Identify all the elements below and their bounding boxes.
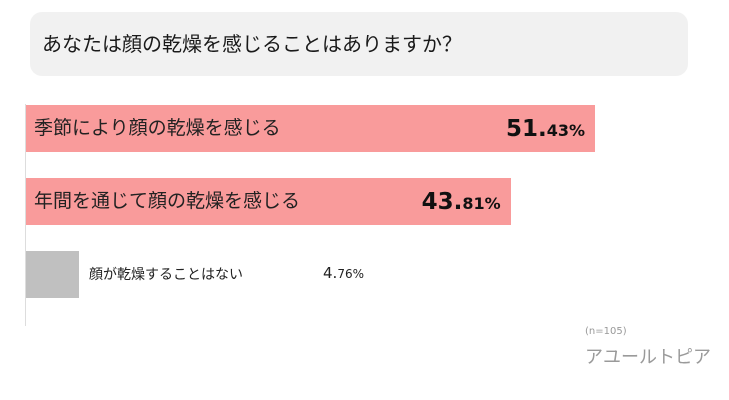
sample-size: (n=105): [585, 326, 627, 337]
bar-label: 年間を通じて顔の乾燥を感じる: [34, 190, 301, 212]
bar-seasonal: 季節により顔の乾燥を感じる 51.43%: [26, 105, 595, 152]
source-brand: アユールトピア: [585, 347, 711, 368]
bar-value: 4.76%: [323, 264, 364, 282]
bar-never: [26, 251, 79, 298]
bar-year-round: 年間を通じて顔の乾燥を感じる 43.81%: [26, 178, 511, 225]
chart-title: あなたは顔の乾燥を感じることはありますか？: [42, 32, 462, 56]
bar-label: 顔が乾燥することはない: [89, 267, 243, 283]
title-box: あなたは顔の乾燥を感じることはありますか？: [30, 12, 688, 76]
bar-value: 43.81%: [421, 189, 501, 215]
axis-line: [25, 104, 26, 326]
bar-value: 51.43%: [505, 116, 585, 142]
bar-label: 季節により顔の乾燥を感じる: [34, 117, 281, 139]
